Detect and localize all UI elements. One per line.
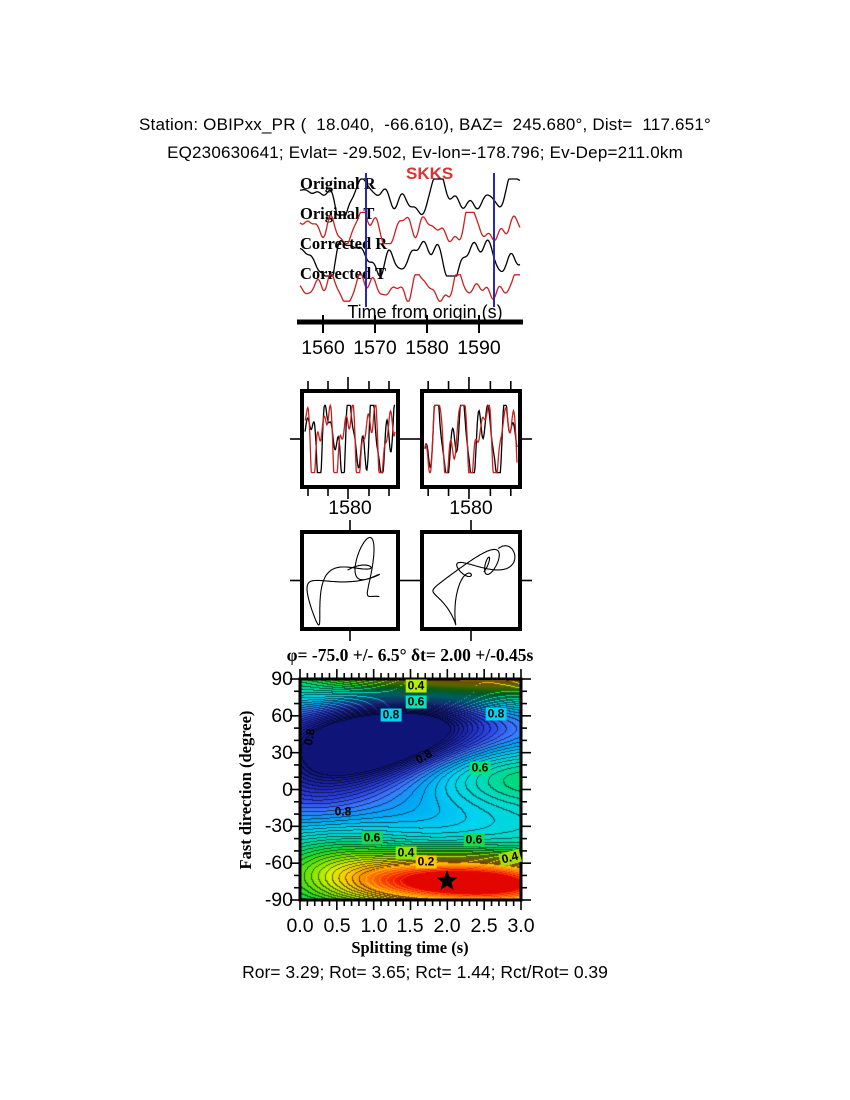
- xtick-0.5: 0.5: [323, 915, 351, 937]
- xtick-1.5: 1.5: [396, 915, 424, 937]
- contour-level-label: 0.8: [334, 804, 352, 819]
- time-axis-label: Time from origin (s): [347, 302, 503, 322]
- windowed-trace: [304, 403, 396, 474]
- xtick-3.0: 3.0: [507, 915, 535, 937]
- ytick-neg30: -30: [264, 815, 293, 837]
- particle-motion-curve: [306, 536, 380, 626]
- ytick-0: 0: [282, 779, 293, 801]
- particle-motion-box: [300, 530, 400, 631]
- contour-level-label: 0.6: [361, 830, 383, 845]
- contour-level-label: 0.8: [485, 706, 507, 721]
- contour-level-label: 0.4: [395, 845, 417, 860]
- contour-xlabel: Splitting time (s): [351, 938, 469, 957]
- xtick-1.0: 1.0: [360, 915, 388, 937]
- ytick-neg60: -60: [264, 852, 293, 874]
- windowed-seismogram-box: [420, 389, 522, 489]
- time-tick-1570: 1570: [353, 337, 397, 359]
- windowed-trace: [424, 404, 518, 474]
- time-tick-1590: 1590: [457, 337, 501, 359]
- contour-title: φ= -75.0 +/- 6.5° δt= 2.00 +/-0.45s: [286, 645, 534, 665]
- contour-level-label: 0.8: [380, 707, 402, 722]
- particle-motion-curve: [432, 545, 516, 626]
- xtick-0.0: 0.0: [286, 915, 314, 937]
- mini-panel-right-tick: 1580: [449, 497, 493, 519]
- trace-label-corrected-r: Corrected R: [300, 234, 388, 253]
- contour-level-label: 0.6: [405, 694, 427, 709]
- contour-level-label: 0.6: [469, 760, 491, 775]
- particle-motion-box: [420, 530, 522, 631]
- trace-label-corrected-t: Corrected T: [300, 264, 386, 283]
- contour-level-label: 0.6: [463, 832, 485, 847]
- contour-level-label: 0.2: [415, 854, 437, 869]
- windowed-trace: [424, 404, 518, 474]
- mini-panel-left-tick: 1580: [328, 497, 372, 519]
- windowed-seismogram-box: [300, 389, 400, 489]
- station-header-line1: Station: OBIPxx_PR ( 18.040, -66.610), B…: [139, 115, 711, 134]
- ytick-neg90: -90: [264, 889, 293, 911]
- xtick-2.5: 2.5: [470, 915, 498, 937]
- ratio-summary-text: Ror= 3.29; Rot= 3.65; Rct= 1.44; Rct/Rot…: [242, 962, 608, 982]
- contour-level-label: 0.4: [405, 678, 427, 693]
- trace-label-original-r: Original R: [300, 174, 376, 193]
- ytick-60: 60: [271, 705, 293, 727]
- ytick-30: 30: [271, 742, 293, 764]
- windowed-trace: [304, 404, 396, 474]
- ytick-90: 90: [271, 668, 293, 690]
- event-header-line2: EQ230630641; Evlat= -29.502, Ev-lon=-178…: [167, 143, 683, 162]
- phase-label: SKKS: [406, 164, 454, 183]
- xtick-2.0: 2.0: [433, 915, 461, 937]
- time-tick-1580: 1580: [405, 337, 449, 359]
- time-tick-1560: 1560: [301, 337, 345, 359]
- trace-label-original-t: Original T: [300, 204, 375, 223]
